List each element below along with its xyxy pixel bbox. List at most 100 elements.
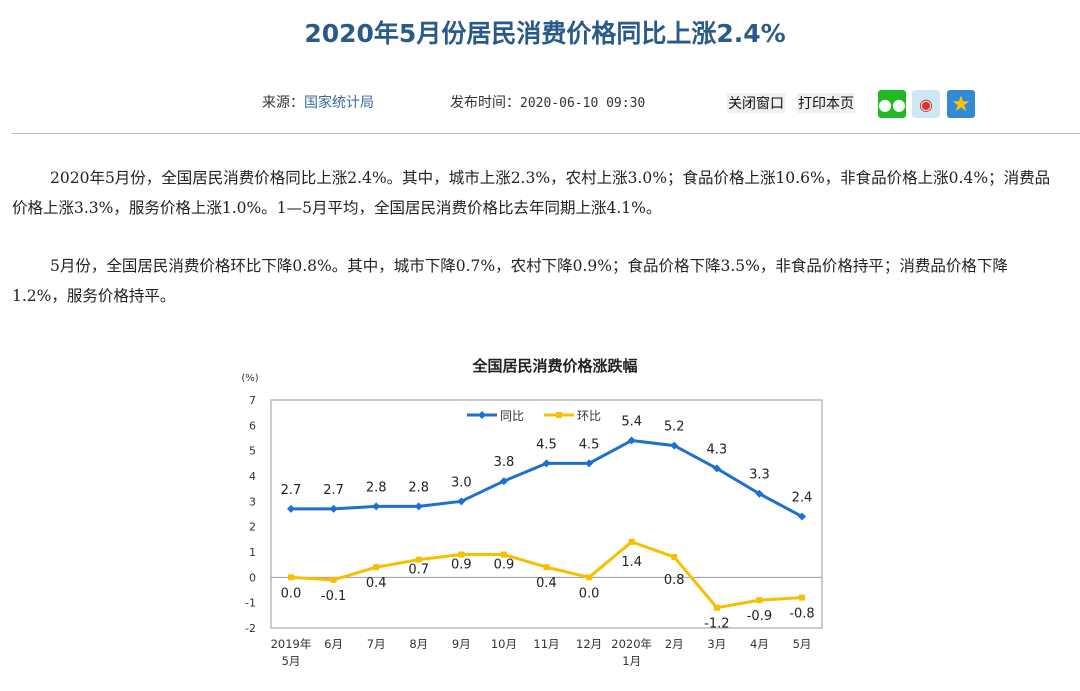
x-tick-label: 12月 (576, 637, 602, 651)
x-tick-label: 8月 (409, 637, 428, 651)
data-point (329, 504, 338, 513)
legend-marker (556, 412, 562, 418)
data-point (288, 574, 294, 581)
x-tick-label: 2019年 (271, 637, 312, 651)
qzone-icon[interactable]: ★ (947, 90, 975, 118)
print-page-button[interactable]: 打印本页 (797, 93, 855, 113)
data-label: 0.0 (281, 586, 302, 601)
series-line-环比 (290, 540, 803, 610)
y-axis-unit: (%) (241, 373, 258, 384)
data-point (542, 459, 551, 468)
data-label: 0.0 (579, 586, 600, 601)
chart-title: 全国居民消费价格涨跌幅 (471, 357, 637, 375)
paragraph-2: 5月份，全国居民消费价格环比下降0.8%。其中，城市下降0.7%，农村下降0.9… (12, 257, 1008, 305)
data-label: 4.3 (706, 442, 727, 457)
data-point (670, 441, 679, 450)
x-tick-label: 5月 (282, 654, 301, 668)
data-point (415, 556, 422, 563)
data-point (373, 564, 380, 571)
x-tick-label: 7月 (367, 637, 386, 651)
data-label: 0.9 (451, 558, 472, 573)
header-divider (12, 133, 1080, 134)
weibo-icon[interactable]: ◉ (912, 90, 940, 118)
legend-marker (478, 411, 486, 419)
data-point (543, 564, 550, 571)
data-point (414, 502, 423, 511)
data-label: 2.8 (366, 480, 387, 495)
data-point (287, 504, 295, 513)
source-label: 来源： (262, 95, 304, 111)
wechat-icon[interactable]: ●● (878, 90, 906, 118)
x-tick-label: 10月 (491, 637, 517, 651)
data-point (713, 604, 720, 611)
data-point (499, 477, 508, 486)
data-point (627, 436, 636, 445)
source-link[interactable]: 国家统计局 (304, 95, 374, 111)
data-label: 5.2 (664, 420, 685, 435)
data-label: 2.8 (408, 480, 429, 495)
legend-label: 同比 (500, 409, 524, 423)
data-label: -1.2 (704, 617, 729, 632)
data-label: 2.7 (281, 483, 302, 498)
data-point (500, 551, 507, 558)
x-tick-label: 2020年 (611, 637, 652, 651)
data-label: 0.7 (408, 563, 429, 578)
data-label: 2.4 (792, 491, 813, 506)
data-point (712, 464, 721, 473)
data-label: 0.8 (664, 573, 685, 588)
data-label: 0.9 (494, 558, 515, 573)
article-title: 2020年5月份居民消费价格同比上涨2.4% (304, 19, 786, 48)
paragraph-1: 2020年5月份，全国居民消费价格同比上涨2.4%。其中，城市上涨2.3%，农村… (12, 169, 1051, 217)
y-tick-label: 7 (249, 394, 256, 407)
y-tick-label: 5 (249, 445, 256, 458)
data-label: 3.8 (494, 455, 515, 470)
data-point (330, 576, 337, 583)
y-tick-label: 2 (249, 521, 256, 534)
close-window-button[interactable]: 关闭窗口 (727, 93, 785, 113)
data-label: 2.7 (323, 483, 344, 498)
data-point (628, 538, 635, 545)
x-tick-label: 2月 (665, 637, 684, 651)
plot-frame (270, 399, 823, 629)
data-point (671, 554, 678, 561)
data-label: -0.1 (321, 589, 346, 604)
x-tick-label: 3月 (707, 637, 726, 651)
data-label: 5.4 (621, 415, 642, 430)
y-tick-label: -1 (245, 597, 256, 610)
data-point (755, 489, 764, 498)
data-point (798, 512, 806, 521)
published-label: 发布时间： (450, 95, 520, 111)
data-label: 3.3 (749, 468, 770, 483)
y-tick-label: 1 (249, 546, 256, 559)
y-tick-label: 6 (249, 419, 256, 432)
data-point (756, 597, 763, 604)
data-label: 4.5 (579, 437, 600, 452)
data-label: -0.9 (747, 609, 772, 624)
data-point (457, 497, 466, 506)
x-tick-label: 1月 (622, 654, 641, 668)
data-label: 3.0 (451, 475, 472, 490)
x-tick-label: 5月 (793, 637, 812, 651)
data-label: 0.4 (536, 576, 557, 591)
source-line: 来源：国家统计局 (262, 92, 374, 112)
data-point (586, 574, 593, 581)
legend-label: 环比 (577, 409, 601, 423)
data-label: 4.5 (536, 437, 557, 452)
y-tick-label: 4 (249, 470, 256, 483)
data-point (799, 594, 805, 601)
x-tick-label: 11月 (533, 637, 559, 651)
data-point (458, 551, 465, 558)
data-point (372, 502, 381, 511)
y-tick-label: 0 (249, 571, 256, 584)
data-point (585, 459, 594, 468)
x-tick-label: 4月 (750, 637, 769, 651)
x-tick-label: 9月 (452, 637, 471, 651)
data-label: -0.8 (789, 607, 814, 622)
published-line: 发布时间：2020-06-10 09:30 (450, 92, 645, 112)
y-tick-label: -2 (245, 622, 256, 635)
data-label: 1.4 (621, 555, 642, 570)
published-time: 2020-06-10 09:30 (520, 96, 646, 111)
data-label: 0.4 (366, 576, 387, 591)
y-tick-label: 3 (249, 495, 256, 508)
